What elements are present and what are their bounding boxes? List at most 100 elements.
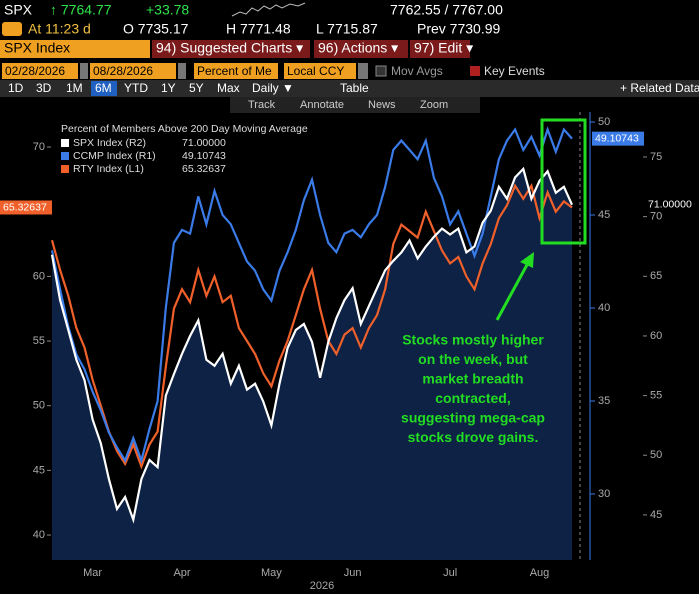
period-button: 3D (36, 81, 52, 95)
period-button: 1M (66, 81, 83, 95)
annotation-text: contracted, (435, 390, 510, 406)
related-data: + Related Data (620, 81, 699, 95)
open: O 7735.17 (123, 21, 189, 37)
input-box[interactable] (194, 63, 278, 79)
arrow-head (520, 252, 534, 268)
time: At 11:23 d (28, 21, 91, 37)
option: Mov Avgs (391, 64, 443, 78)
icon (2, 22, 22, 36)
annotation-text: suggesting mega-cap (401, 410, 545, 426)
frequency: Daily ▼ (252, 81, 294, 95)
x-tick-label: Mar (83, 567, 102, 579)
period-button: 1D (8, 81, 24, 95)
arrow-shaft (495, 262, 530, 321)
legend-value: 49.10743 (182, 150, 226, 162)
table-button: Table (340, 81, 369, 95)
last-value-label: 65.32637 (3, 201, 47, 213)
checkbox[interactable] (470, 66, 480, 76)
period-button: 1Y (161, 81, 176, 95)
legend-swatch (61, 152, 69, 160)
input-box[interactable] (80, 63, 88, 79)
annotation-text: stocks drove gains. (408, 429, 539, 445)
y3-tick-label: 75 (650, 151, 662, 163)
y2-tick-label: 45 (598, 209, 610, 221)
menu-item: 97) Edit ▾ (414, 40, 473, 56)
legend-value: 71.00000 (182, 137, 226, 149)
legend-entry: CCMP Index (R1) (73, 150, 156, 162)
y2-tick-label: 35 (598, 395, 610, 407)
menu-button[interactable] (314, 40, 408, 58)
y2-tick-label: 40 (598, 302, 610, 314)
y-tick-label: 55 (33, 335, 45, 347)
tool-bar (230, 97, 480, 113)
menu-button[interactable] (152, 40, 310, 58)
line (50, 126, 573, 465)
end-date: 08/28/2026 (93, 64, 153, 78)
sparkline (231, 2, 306, 17)
annotation-text: on the week, but (418, 351, 528, 367)
legend-entry: SPX Index (R2) (73, 137, 146, 149)
input-box[interactable] (2, 63, 78, 79)
highlight-box (540, 118, 587, 245)
input-box[interactable] (90, 63, 176, 79)
y3-tick-label: 70 (650, 211, 662, 223)
period-selected[interactable] (91, 81, 117, 96)
y-tick-label: 60 (33, 270, 45, 282)
last-value-label: 71.00000 (648, 198, 692, 210)
security-box (0, 40, 150, 58)
legend-box (57, 120, 315, 176)
x-tick-label: Aug (530, 567, 550, 579)
legend-swatch (61, 165, 69, 173)
period-button: 5Y (189, 81, 204, 95)
last-value-tag (0, 200, 52, 215)
y-tick-label: 50 (33, 400, 45, 412)
legend-title: Percent of Members Above 200 Day Moving … (61, 123, 308, 135)
tool-button: Annotate (300, 99, 344, 111)
period-button: Max (217, 81, 240, 95)
menu-item: 94) Suggested Charts ▾ (156, 40, 303, 56)
x-tick-label: Apr (173, 567, 190, 579)
line (50, 183, 573, 470)
bid-ask: 7762.55 / 7767.00 (390, 2, 503, 18)
x-axis-title: 2026 (310, 580, 334, 592)
y-tick-label: 70 (33, 141, 45, 153)
period-bar (0, 80, 699, 97)
period-button: YTD (124, 81, 148, 95)
input-box[interactable] (284, 63, 356, 79)
input-box[interactable] (358, 63, 368, 79)
tool-button: News (368, 99, 396, 111)
field: Percent of Me (197, 64, 272, 78)
x-tick-label: May (261, 567, 282, 579)
tool-button: Track (248, 99, 276, 111)
legend-swatch (61, 139, 69, 147)
legend-value: 65.32637 (182, 163, 226, 175)
last-price: ↑ 7764.77 (50, 2, 112, 18)
y3-tick-label: 50 (650, 449, 662, 461)
x-tick-label: Jun (344, 567, 362, 579)
menu-button[interactable] (410, 40, 470, 58)
option: Key Events (484, 64, 545, 78)
checkbox[interactable] (375, 65, 387, 77)
last-value-tag (645, 197, 699, 212)
prev: Prev 7730.99 (417, 21, 500, 37)
y-tick-label: 40 (33, 529, 45, 541)
annotation-text: Stocks mostly higher (402, 332, 544, 348)
high: H 7771.48 (226, 21, 291, 37)
area (52, 168, 572, 560)
y3-tick-label: 60 (650, 330, 662, 342)
currency: Local CCY (287, 64, 344, 78)
input-box[interactable] (178, 63, 186, 79)
start-date: 02/28/2026 (5, 64, 65, 78)
annotation-text: market breadth (422, 371, 523, 387)
y2-tick-label: 50 (598, 116, 610, 128)
y3-tick-label: 55 (650, 390, 662, 402)
legend-entry: RTY Index (L1) (73, 163, 144, 175)
menu-item: 96) Actions ▾ (318, 40, 398, 56)
last-value-label: 49.10743 (595, 132, 639, 144)
security: SPX Index (4, 40, 70, 56)
y3-tick-label: 45 (650, 509, 662, 521)
line (50, 166, 574, 524)
y3-tick-label: 65 (650, 270, 662, 282)
last-value-tag (592, 131, 644, 146)
